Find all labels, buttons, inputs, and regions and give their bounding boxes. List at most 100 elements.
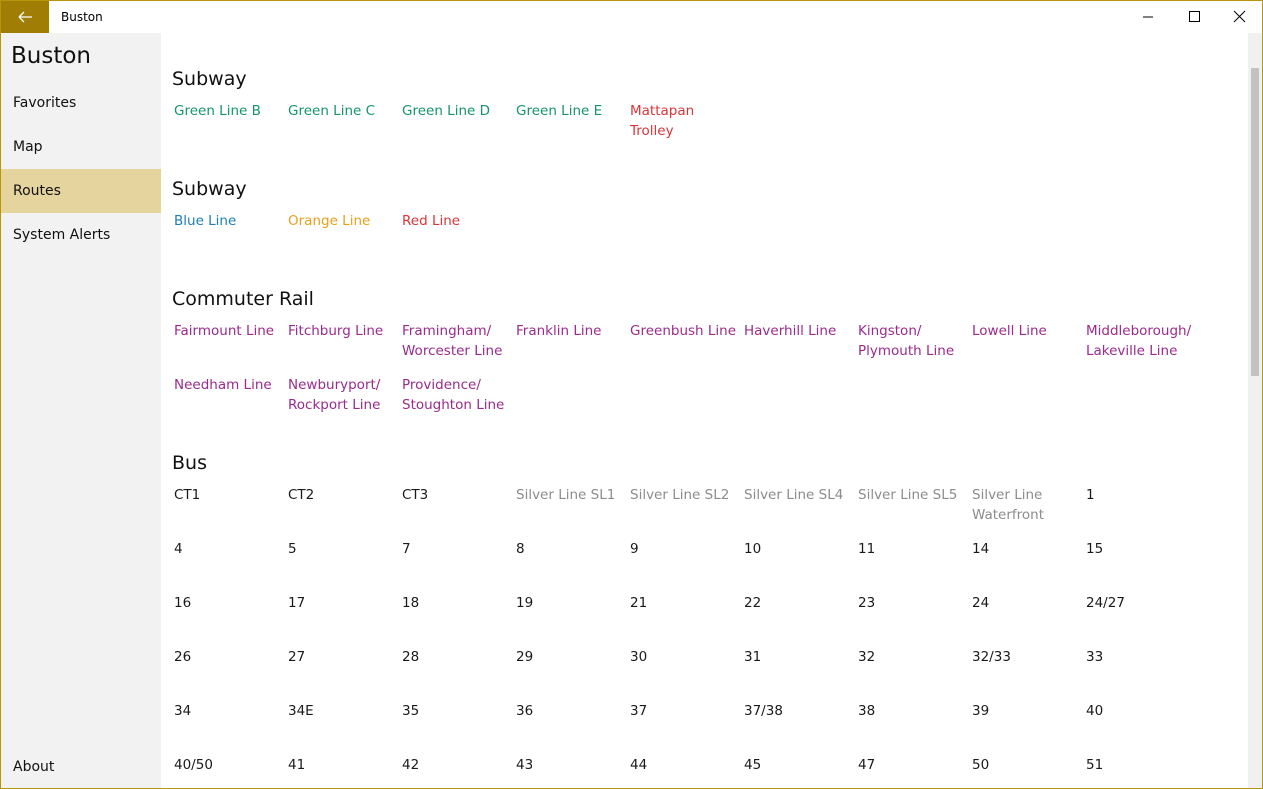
route-link[interactable]: 8: [516, 541, 525, 557]
route-link[interactable]: Silver Line Waterfront: [972, 487, 1045, 523]
route-link[interactable]: Greenbush Line: [630, 323, 737, 339]
route-link[interactable]: 40/50: [174, 757, 213, 773]
route-link[interactable]: Kingston/Plymouth Line: [858, 323, 955, 359]
route-link[interactable]: 16: [174, 595, 192, 611]
nav-item[interactable]: Favorites: [13, 95, 77, 111]
route-link[interactable]: Silver Line SL5: [858, 487, 958, 503]
routes-content: Subway Green Line B Green Line C Green Line…: [161, 33, 1249, 788]
route-link[interactable]: Green Line D: [402, 103, 490, 119]
window-title: Buston: [61, 10, 103, 24]
route-link[interactable]: CT3: [402, 487, 429, 503]
route-link[interactable]: 33: [1086, 649, 1104, 665]
route-link[interactable]: 45: [744, 757, 762, 773]
route-link[interactable]: 17: [288, 595, 306, 611]
back-button[interactable]: [1, 1, 49, 33]
route-link[interactable]: 15: [1086, 541, 1104, 557]
route-link[interactable]: Framingham/Worcester Line: [402, 323, 503, 359]
section-title: Bus: [172, 452, 207, 474]
route-link[interactable]: 31: [744, 649, 762, 665]
route-link[interactable]: Mattapan Trolley: [630, 103, 695, 139]
route-link[interactable]: 11: [858, 541, 876, 557]
route-link[interactable]: 42: [402, 757, 420, 773]
route-link[interactable]: Green Line C: [288, 103, 376, 119]
section-title: Subway: [172, 178, 247, 200]
route-link[interactable]: Haverhill Line: [744, 323, 837, 339]
route-link[interactable]: Silver Line SL4: [744, 487, 844, 503]
route-link[interactable]: 43: [516, 757, 534, 773]
route-link[interactable]: Green Line E: [516, 103, 603, 119]
route-link[interactable]: 36: [516, 703, 534, 719]
route-link[interactable]: CT1: [174, 487, 201, 503]
route-link[interactable]: Newburyport/Rockport Line: [288, 377, 381, 413]
route-link[interactable]: 32: [858, 649, 876, 665]
route-link[interactable]: 1: [1086, 487, 1095, 503]
route-link[interactable]: Silver Line SL1: [516, 487, 616, 503]
route-link[interactable]: 24: [972, 595, 990, 611]
route-link[interactable]: 35: [402, 703, 420, 719]
sidebar: Buston Favorites Map Routes System Alerts Ab…: [1, 33, 161, 788]
nav-item[interactable]: Routes: [1, 169, 161, 213]
route-link[interactable]: Lowell Line: [972, 323, 1047, 339]
route-link[interactable]: 27: [288, 649, 306, 665]
route-link[interactable]: 32/33: [972, 649, 1011, 665]
route-section: Commuter Rail Fairmount Line Fitchburg Lin…: [172, 287, 1249, 429]
route-link[interactable]: 39: [972, 703, 990, 719]
route-link[interactable]: Fitchburg Line: [288, 323, 384, 339]
route-link[interactable]: 24/27: [1086, 595, 1125, 611]
route-link[interactable]: 44: [630, 757, 648, 773]
maximize-button[interactable]: [1171, 1, 1217, 33]
nav-item[interactable]: Map: [13, 139, 43, 155]
route-link[interactable]: Blue Line: [174, 213, 237, 229]
title-bar: Buston: [1, 1, 1262, 33]
route-link[interactable]: Silver Line SL2: [630, 487, 730, 503]
route-link[interactable]: Middleborough/Lakeville Line: [1086, 323, 1192, 359]
route-section: Subway Green Line B Green Line C Green Line…: [172, 67, 1249, 155]
scroll-thumb[interactable]: [1251, 68, 1259, 376]
route-link[interactable]: 10: [744, 541, 762, 557]
route-link[interactable]: 29: [516, 649, 534, 665]
route-link[interactable]: CT2: [288, 487, 315, 503]
route-link[interactable]: Needham Line: [174, 377, 272, 393]
route-link[interactable]: 21: [630, 595, 648, 611]
route-link[interactable]: 23: [858, 595, 876, 611]
route-section: Bus CT1 CT2 CT3 Silver Line SL1 Silver Line S…: [172, 451, 1249, 788]
route-link[interactable]: 28: [402, 649, 420, 665]
scrollbar[interactable]: [1248, 33, 1262, 788]
route-link[interactable]: 19: [516, 595, 534, 611]
route-link[interactable]: 38: [858, 703, 876, 719]
route-link[interactable]: 40: [1086, 703, 1104, 719]
close-button[interactable]: [1217, 1, 1263, 33]
nav-item[interactable]: System Alerts: [13, 227, 111, 243]
route-link[interactable]: Green Line B: [174, 103, 261, 119]
route-link[interactable]: 37: [630, 703, 648, 719]
route-link[interactable]: 7: [402, 541, 411, 557]
route-link[interactable]: Fairmount Line: [174, 323, 275, 339]
route-link[interactable]: Red Line: [402, 213, 461, 229]
route-link[interactable]: 14: [972, 541, 990, 557]
route-link[interactable]: Orange Line: [288, 213, 371, 229]
route-link[interactable]: 30: [630, 649, 648, 665]
route-link[interactable]: 4: [174, 541, 183, 557]
route-link[interactable]: 51: [1086, 757, 1104, 773]
route-link[interactable]: Franklin Line: [516, 323, 602, 339]
route-list: CT1 CT2 CT3 Silver Line SL1 Silver Line SL2 S…: [172, 485, 1249, 788]
route-link[interactable]: 18: [402, 595, 420, 611]
route-link[interactable]: 50: [972, 757, 990, 773]
sidebar-title: Buston: [11, 43, 92, 69]
route-link[interactable]: 47: [858, 757, 876, 773]
route-link[interactable]: Providence/Stoughton Line: [402, 377, 505, 413]
route-section: Subway Blue Line Orange Line Red Line: [172, 177, 1249, 265]
route-link[interactable]: 34: [174, 703, 192, 719]
route-link[interactable]: 22: [744, 595, 762, 611]
route-link[interactable]: 41: [288, 757, 306, 773]
route-link[interactable]: 5: [288, 541, 297, 557]
minimize-button[interactable]: [1125, 1, 1171, 33]
section-title: Commuter Rail: [172, 288, 314, 310]
nav-about[interactable]: About: [13, 759, 55, 775]
route-link[interactable]: 9: [630, 541, 639, 557]
section-title: Subway: [172, 68, 247, 90]
route-link[interactable]: 37/38: [744, 703, 783, 719]
route-link[interactable]: 26: [174, 649, 192, 665]
route-link[interactable]: 34E: [288, 703, 314, 719]
